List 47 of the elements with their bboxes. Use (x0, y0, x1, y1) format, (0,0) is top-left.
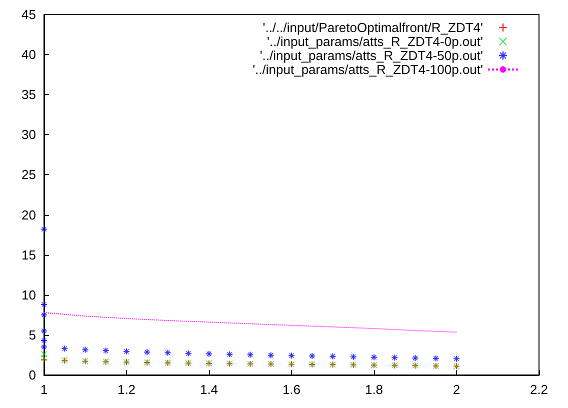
y-tick-label: 10 (22, 287, 36, 302)
legend-label: '../../input/ParetoOptimalfront/R_ZDT4' (262, 20, 483, 35)
legend-label: '../input_params/atts_R_ZDT4-0p.out' (267, 34, 483, 49)
y-tick-label: 30 (22, 127, 36, 142)
point (247, 352, 254, 358)
point (185, 350, 192, 356)
point (268, 352, 274, 358)
point (206, 350, 212, 357)
point (41, 351, 47, 358)
point (350, 354, 356, 360)
y-tick-label: 45 (22, 7, 36, 22)
point (144, 349, 150, 356)
x-tick-label: 1.8 (364, 382, 384, 397)
point (392, 354, 398, 361)
point (41, 226, 47, 232)
legend-label: '../input_params/atts_R_ZDT4-100p.out' (252, 62, 483, 77)
x-tick-label: 1.6 (282, 382, 301, 397)
point (124, 348, 130, 354)
point (41, 328, 47, 334)
y-tick-label: 25 (22, 167, 36, 182)
y-tick-label: 40 (22, 47, 36, 62)
y-tick-label: 15 (22, 247, 36, 262)
x-tick-label: 1.4 (200, 382, 218, 397)
point (371, 354, 377, 360)
point (41, 338, 47, 344)
point (82, 346, 88, 353)
point (41, 312, 47, 318)
point (226, 351, 233, 358)
y-tick-label: 5 (28, 327, 36, 342)
x-tick-label: 1.2 (117, 382, 136, 397)
point (62, 346, 68, 352)
point (330, 353, 336, 360)
point (309, 353, 316, 360)
x-tick-label: 2.2 (530, 382, 548, 397)
y-tick-label: 20 (22, 207, 36, 222)
point (164, 350, 171, 356)
point (454, 356, 460, 362)
x-tick-label: 1 (40, 382, 48, 397)
y-tick-label: 35 (22, 87, 36, 102)
x-tick-label: 2 (452, 382, 460, 397)
legend-label: '../input_params/atts_R_ZDT4-50p.out' (260, 48, 483, 63)
y-tick-label: 0 (28, 368, 36, 382)
point (102, 348, 109, 354)
point (288, 352, 294, 359)
point (432, 355, 439, 362)
point (412, 355, 418, 362)
point (41, 344, 47, 350)
